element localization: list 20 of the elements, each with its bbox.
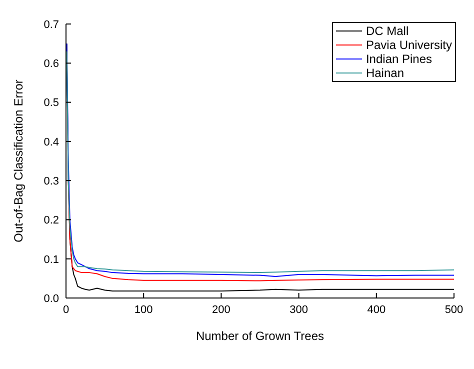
x-tick-label: 200 xyxy=(212,304,230,316)
y-tick-label: 0.1 xyxy=(44,254,59,266)
y-tick-label: 0.4 xyxy=(44,136,59,148)
y-tick-label: 0.0 xyxy=(44,292,59,305)
x-tick-label: 300 xyxy=(290,304,308,316)
legend-label: Indian Pines xyxy=(366,52,432,66)
y-tick-label: 0.2 xyxy=(44,214,59,227)
y-tick-label: 0.3 xyxy=(44,175,59,188)
y-tick-label: 0.6 xyxy=(44,58,59,70)
y-axis-title: Out-of-Bag Classification Error xyxy=(11,80,26,242)
legend-label: Pavia University xyxy=(366,38,452,52)
x-tick-label: 100 xyxy=(134,304,153,316)
legend-label: DC Mall xyxy=(366,24,409,38)
y-tick-label: 0.5 xyxy=(44,97,59,110)
x-tick-label: 400 xyxy=(367,304,386,316)
x-tick-label: 0 xyxy=(62,304,70,316)
x-tick-label: 500 xyxy=(444,304,464,316)
x-axis-title: Number of Grown Trees xyxy=(196,329,324,343)
legend-label: Hainan xyxy=(366,66,404,80)
y-tick-label: 0.7 xyxy=(44,18,59,31)
